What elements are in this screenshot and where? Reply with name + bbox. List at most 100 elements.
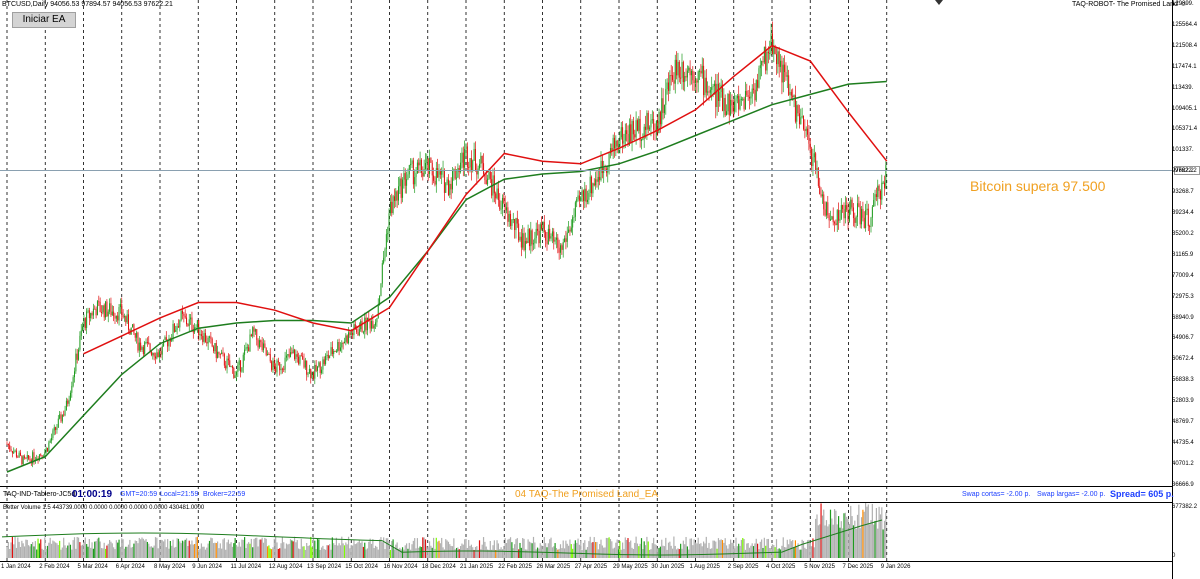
candle-body [763,46,765,63]
volume-bar [416,538,418,558]
candle-body [199,334,201,336]
candle-body [110,303,112,316]
candle-body [641,139,642,141]
candle-body [454,169,456,179]
candle-body [528,229,530,247]
volume-bar [271,549,273,558]
volume-bar [532,536,535,558]
candle-body [543,222,545,232]
candle-body [339,347,341,351]
dropdown-arrow-icon[interactable] [935,0,943,5]
volume-bar [712,540,714,558]
candle-body [350,332,352,336]
volume-bar [819,524,821,558]
candle-body [649,127,651,130]
volume-bar [465,538,467,558]
candle-body [290,352,291,357]
volume-bar [725,545,728,558]
volume-bar [438,540,440,558]
volume-bar [797,543,799,558]
candle-body [711,87,713,90]
candle-body [32,452,34,464]
candle-body [238,360,240,365]
volume-bar [377,549,379,558]
candle-body [215,343,217,358]
volume-bar [117,542,119,558]
volume-bar [212,543,215,558]
volume-bar [146,541,148,558]
candle-body [352,332,354,336]
volume-bar [455,547,458,558]
candle-body [234,375,236,378]
volume-bar [180,543,182,558]
candle-body [206,341,208,344]
volume-bar [790,541,792,558]
volume-bar [875,507,877,558]
volume-bar [751,543,753,558]
volume-bar [164,539,166,558]
volume-bar [738,543,740,558]
volume-bar [601,545,603,558]
volume-bar [144,540,146,558]
candle-body [152,352,154,356]
date-tick-label: 30 Jun 2025 [651,564,685,570]
volume-bar [489,540,491,558]
volume-bar [291,540,293,558]
candle-body [776,54,777,65]
volume-bar [57,545,59,558]
volume-bar [28,545,30,558]
candle-body [639,118,641,141]
candle-body [302,356,304,360]
volume-bar [272,547,274,558]
candle-body [487,178,489,185]
candle-body [268,353,270,355]
volume-bar [535,549,537,558]
volume-bar [666,549,668,558]
candle-body [823,194,825,210]
volume-bar [817,525,819,558]
volume-bar [316,538,319,558]
candle-body [630,124,632,142]
candle-body [9,445,11,450]
candle-body [329,355,331,359]
candle-body [663,104,665,114]
candle-body [323,359,325,365]
volume-bar [770,548,772,558]
candle-body [777,51,779,65]
candle-body [481,155,483,164]
candle-body [119,304,121,308]
volume-bar [627,538,629,558]
price-tick-label: 60672.4 [1172,356,1194,363]
candle-body [364,317,366,332]
volume-bar [874,520,876,558]
volume-bar [191,540,193,558]
candle-body [537,228,539,231]
volume-bar [412,540,414,558]
volume-bar [820,503,822,558]
volume-bar [671,548,674,558]
volume-bar [302,546,304,558]
candle-body [839,218,841,221]
candle-body [344,341,345,344]
volume-bar [775,539,778,558]
candle-body [237,364,239,372]
candle-body [724,98,726,116]
candle-body [676,59,678,76]
volume-bar [779,549,782,558]
candle-body [670,75,672,77]
volume-bar [674,545,676,558]
volume-bar [724,538,726,558]
bitcoin-annotation: Bitcoin supera 97.500 [970,178,1106,194]
candle-body [686,70,688,78]
candle-body [726,111,728,116]
volume-bar [613,547,616,558]
price-tick-label: 72975.3 [1172,293,1194,300]
candle-body [392,196,394,214]
volume-bar [299,549,301,558]
volume-bar [194,543,196,558]
candle-body [817,167,819,186]
start-ea-button[interactable]: Iniciar EA [12,12,76,28]
candle-body [665,88,667,105]
candle-body [113,311,115,317]
